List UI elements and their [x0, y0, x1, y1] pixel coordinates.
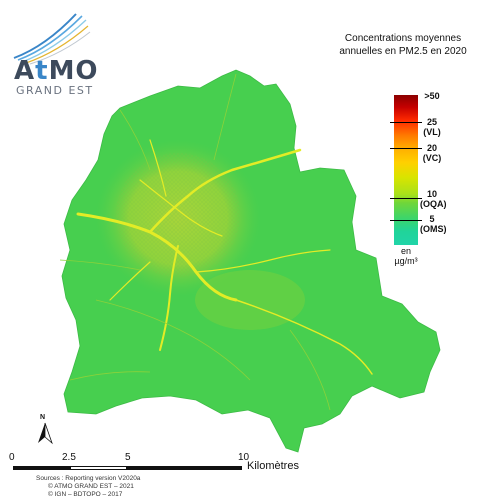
legend-value: 20 — [426, 143, 437, 153]
map-title: Concentrations moyennes annuelles en PM2… — [318, 32, 488, 58]
scale-tick-10: 10 — [238, 452, 250, 463]
scale-segment-1 — [13, 466, 70, 470]
scale-segment-2 — [70, 466, 127, 470]
map-title-line2: annuelles en PM2.5 en 2020 — [339, 46, 467, 57]
legend-tick-10 — [390, 198, 422, 199]
legend-value: 5 — [429, 214, 435, 224]
urban-south — [195, 270, 305, 330]
logo-subtitle: GRAND EST — [16, 84, 94, 97]
sources-block: Sources : Reporting version V2020a © ATM… — [36, 475, 140, 499]
legend-label-25: 25 (VL) — [420, 117, 444, 137]
logo-swoosh-icon — [13, 13, 91, 65]
atmo-logo — [6, 6, 96, 101]
legend-note: (VL) — [423, 127, 441, 137]
legend-label-max: >50 — [420, 91, 444, 101]
legend-note: (VC) — [422, 153, 442, 163]
legend-value: 25 — [426, 117, 437, 127]
logo-wordmark: AtMO — [14, 56, 99, 86]
legend-note: (OMS) — [420, 224, 447, 234]
legend-value: >50 — [424, 91, 440, 101]
legend-tick-25 — [390, 122, 422, 123]
legend-tick-5 — [390, 220, 422, 221]
legend-unit-line2: µg/m³ — [394, 256, 418, 266]
legend-unit: en µg/m³ — [386, 246, 426, 266]
legend-unit-line1: en — [400, 246, 411, 256]
minor-roads — [59, 73, 331, 411]
legend-label-20: 20 (VC) — [420, 143, 444, 163]
sources-line-2: © ATMO GRAND EST – 2021 — [48, 483, 134, 490]
logo-letter-a: A — [14, 56, 36, 86]
legend-value: 10 — [426, 189, 437, 199]
legend-label-5: 5 (OMS) — [420, 214, 447, 234]
logo-letters-mo: MO — [48, 56, 99, 86]
scale-tick-0: 0 — [9, 452, 15, 463]
north-arrow-icon — [38, 422, 53, 445]
scale-segment-3 — [127, 466, 242, 470]
scale-tick-2-5: 2.5 — [62, 452, 76, 463]
legend-label-10: 10 (OQA) — [420, 189, 447, 209]
sources-line-1: Sources : Reporting version V2020a — [36, 475, 141, 482]
sources-line-3: © IGN – BDTOPO – 2017 — [48, 491, 123, 498]
legend-note: (OQA) — [420, 199, 447, 209]
scale-unit: Kilomètres — [247, 460, 299, 472]
legend-color-scale — [394, 95, 418, 245]
north-label: N — [40, 414, 46, 421]
legend-tick-20 — [390, 148, 422, 149]
urban-texture — [116, 153, 240, 277]
map-title-line1: Concentrations moyennes — [344, 33, 462, 44]
scale-tick-5: 5 — [125, 452, 131, 463]
road-network — [76, 139, 373, 375]
logo-letter-t: t — [35, 56, 49, 86]
